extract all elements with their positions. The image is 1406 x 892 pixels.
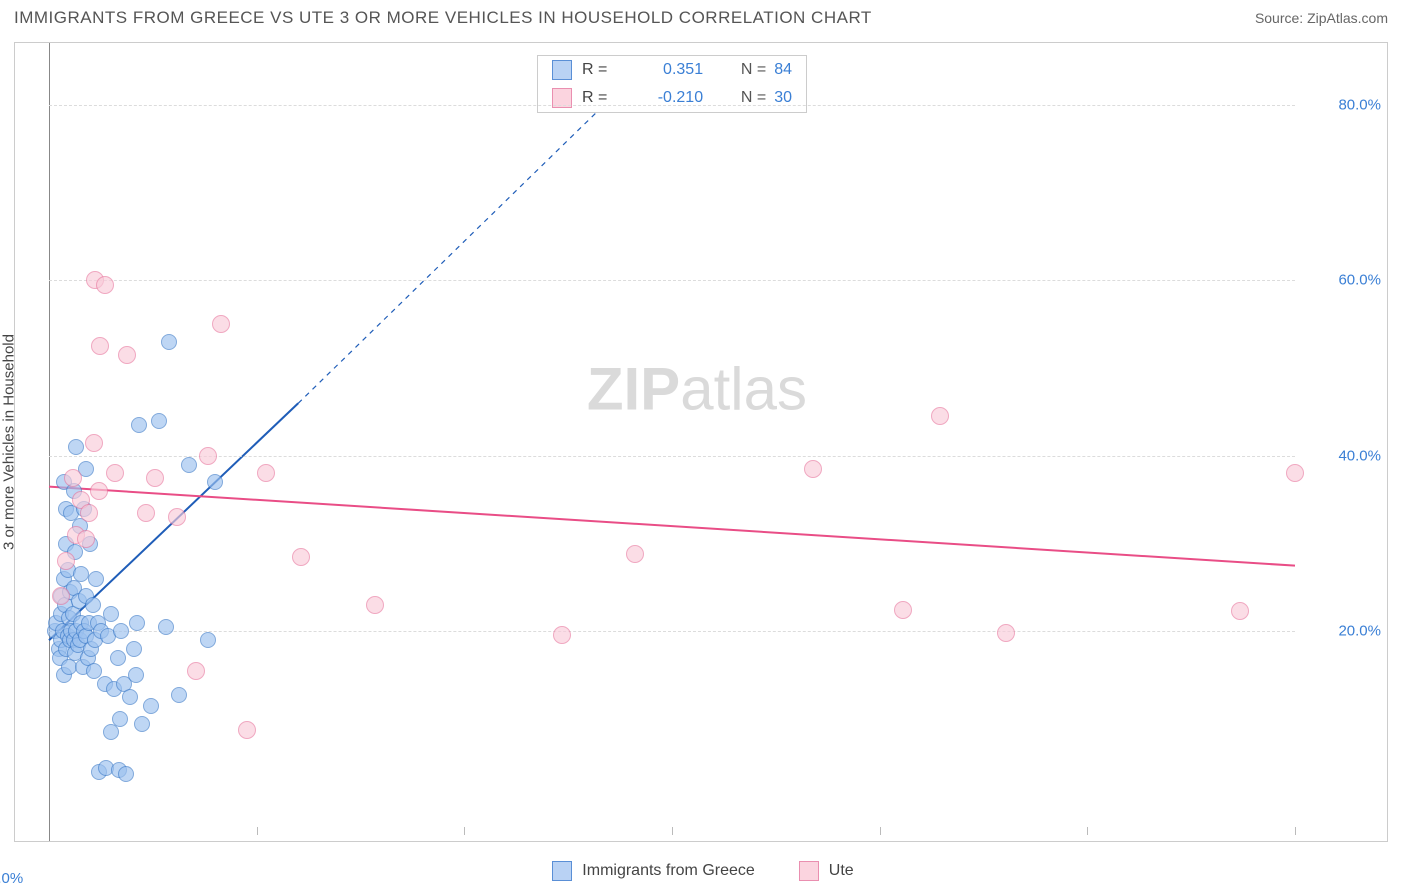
data-point-ute — [77, 530, 95, 548]
data-point-ute — [931, 407, 949, 425]
data-point-greece — [131, 417, 147, 433]
data-point-greece — [126, 641, 142, 657]
data-point-ute — [168, 508, 186, 526]
data-point-greece — [207, 474, 223, 490]
n-label: N = — [741, 61, 766, 78]
data-point-ute — [146, 469, 164, 487]
data-point-greece — [122, 689, 138, 705]
r-label: R = — [582, 61, 607, 79]
data-point-ute — [118, 346, 136, 364]
x-tick-mark — [257, 827, 258, 835]
data-point-greece — [143, 698, 159, 714]
data-point-ute — [57, 552, 75, 570]
data-point-ute — [199, 447, 217, 465]
data-point-ute — [1286, 464, 1304, 482]
y-tick-label: 80.0% — [1338, 96, 1381, 113]
data-point-ute — [997, 624, 1015, 642]
data-point-ute — [106, 464, 124, 482]
data-point-ute — [553, 626, 571, 644]
data-point-greece — [171, 687, 187, 703]
data-point-greece — [73, 566, 89, 582]
data-point-ute — [238, 721, 256, 739]
legend: Immigrants from Greece Ute — [0, 861, 1406, 886]
data-point-greece — [88, 571, 104, 587]
stats-row: R =-0.210N =30 — [538, 84, 806, 112]
data-point-greece — [118, 766, 134, 782]
data-point-greece — [112, 711, 128, 727]
data-point-greece — [86, 663, 102, 679]
gridline-horizontal — [49, 456, 1295, 457]
data-point-greece — [151, 413, 167, 429]
x-tick-mark — [464, 827, 465, 835]
data-point-ute — [137, 504, 155, 522]
data-point-ute — [292, 548, 310, 566]
data-point-ute — [894, 601, 912, 619]
legend-item: Immigrants from Greece — [552, 861, 754, 881]
y-tick-label: 40.0% — [1338, 447, 1381, 464]
legend-label: Ute — [829, 862, 854, 880]
y-tick-label: 60.0% — [1338, 272, 1381, 289]
data-point-greece — [134, 716, 150, 732]
data-point-greece — [181, 457, 197, 473]
data-point-ute — [91, 337, 109, 355]
n-value: 30 — [774, 89, 792, 106]
data-point-greece — [103, 606, 119, 622]
data-point-ute — [52, 587, 70, 605]
legend-label: Immigrants from Greece — [582, 862, 754, 880]
data-point-greece — [161, 334, 177, 350]
data-point-ute — [1231, 602, 1249, 620]
x-tick-mark — [1087, 827, 1088, 835]
r-value: 0.351 — [645, 61, 703, 79]
trend-lines — [49, 61, 1295, 807]
gridline-horizontal — [49, 280, 1295, 281]
y-axis-label: 3 or more Vehicles in Household — [1, 334, 18, 550]
data-point-ute — [96, 276, 114, 294]
data-point-ute — [187, 662, 205, 680]
data-point-ute — [80, 504, 98, 522]
gridline-horizontal — [49, 105, 1295, 106]
chart-title: IMMIGRANTS FROM GREECE VS UTE 3 OR MORE … — [14, 8, 872, 28]
data-point-greece — [113, 623, 129, 639]
gridline-horizontal — [49, 631, 1295, 632]
n-value: 84 — [774, 61, 792, 78]
data-point-ute — [257, 464, 275, 482]
source-attribution: Source: ZipAtlas.com — [1255, 10, 1388, 26]
data-point-ute — [64, 469, 82, 487]
y-tick-label: 20.0% — [1338, 623, 1381, 640]
data-point-ute — [366, 596, 384, 614]
data-point-ute — [90, 482, 108, 500]
stats-row: R = 0.351 N = 84 — [538, 56, 806, 84]
legend-swatch — [552, 861, 572, 881]
x-tick-mark — [880, 827, 881, 835]
chart-area: 3 or more Vehicles in Household ZIPatlas… — [14, 42, 1388, 842]
series-swatch — [552, 60, 572, 80]
data-point-greece — [128, 667, 144, 683]
data-point-greece — [129, 615, 145, 631]
chart-container: IMMIGRANTS FROM GREECE VS UTE 3 OR MORE … — [0, 0, 1406, 892]
n-label: N = — [741, 89, 766, 106]
x-tick-mark — [672, 827, 673, 835]
data-point-greece — [85, 597, 101, 613]
data-point-ute — [85, 434, 103, 452]
data-point-greece — [110, 650, 126, 666]
data-point-ute — [626, 545, 644, 563]
legend-item: Ute — [799, 861, 854, 881]
x-tick-mark — [1295, 827, 1296, 835]
header: IMMIGRANTS FROM GREECE VS UTE 3 OR MORE … — [0, 0, 1406, 32]
data-point-ute — [804, 460, 822, 478]
data-point-greece — [68, 439, 84, 455]
plot-area: ZIPatlas R =0.351N =84R =-0.210N =30 20.… — [49, 61, 1295, 807]
data-point-ute — [212, 315, 230, 333]
data-point-greece — [200, 632, 216, 648]
data-point-greece — [158, 619, 174, 635]
legend-swatch — [799, 861, 819, 881]
